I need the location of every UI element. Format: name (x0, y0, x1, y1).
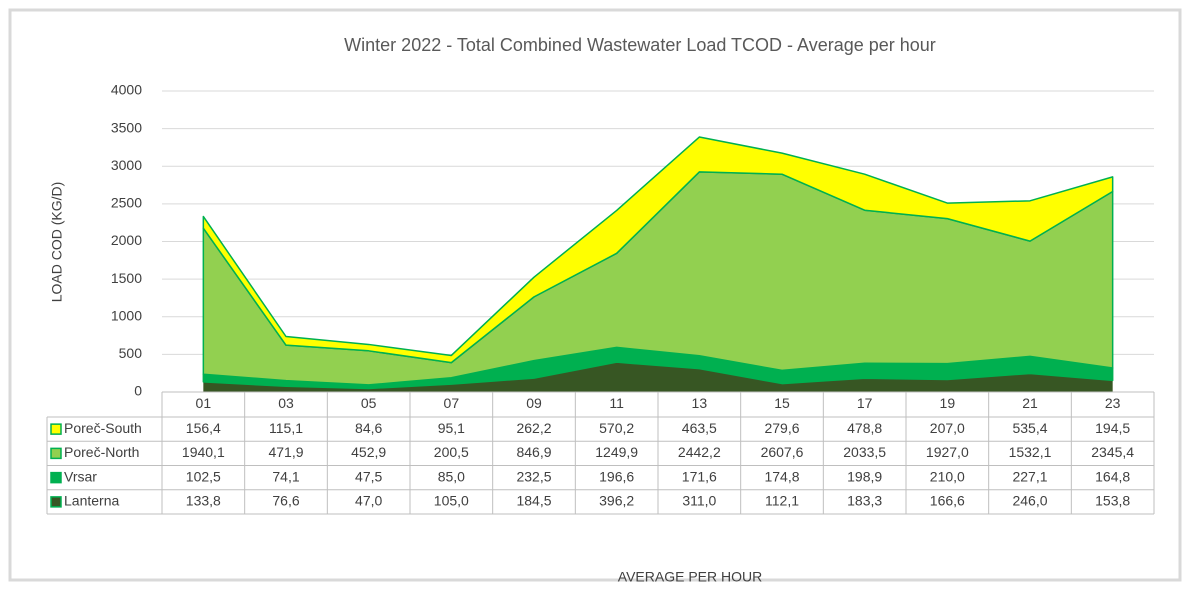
x-tick-label: 21 (1022, 395, 1038, 411)
data-label: 47,5 (355, 468, 382, 484)
x-tick-label: 07 (444, 395, 460, 411)
data-label: 166,6 (930, 493, 965, 509)
x-tick-label: 03 (278, 395, 294, 411)
data-label: 227,1 (1012, 468, 1047, 484)
data-label: 1927,0 (926, 444, 969, 460)
data-label: 2442,2 (678, 444, 721, 460)
data-label: 210,0 (930, 468, 965, 484)
x-axis-label: AVERAGE PER HOUR (618, 569, 762, 585)
data-label: 198,9 (847, 468, 882, 484)
data-label: 463,5 (682, 420, 717, 436)
data-label: 112,1 (765, 493, 799, 509)
data-label: 171,6 (682, 468, 717, 484)
legend-label: Vrsar (64, 468, 97, 484)
data-label: 232,5 (516, 468, 551, 484)
data-label: 535,4 (1012, 420, 1047, 436)
legend-label: Poreč-South (64, 420, 142, 436)
y-tick-label: 2000 (111, 232, 142, 248)
data-label: 183,3 (847, 493, 882, 509)
data-label: 570,2 (599, 420, 634, 436)
data-label: 262,2 (516, 420, 551, 436)
data-label: 471,9 (268, 444, 303, 460)
y-tick-label: 3500 (111, 119, 142, 135)
data-label: 279,6 (764, 420, 799, 436)
data-label: 452,9 (351, 444, 386, 460)
y-tick-label: 0 (134, 383, 142, 399)
data-label: 115,1 (269, 420, 303, 436)
data-label: 95,1 (438, 420, 465, 436)
legend-label: Lanterna (64, 493, 119, 509)
data-label: 200,5 (434, 444, 469, 460)
data-label: 396,2 (599, 493, 634, 509)
data-label: 74,1 (272, 468, 299, 484)
y-tick-label: 3000 (111, 157, 142, 173)
x-tick-label: 15 (774, 395, 790, 411)
data-label: 102,5 (186, 468, 221, 484)
data-label: 2033,5 (843, 444, 886, 460)
data-label: 311,0 (682, 493, 716, 509)
data-label: 1940,1 (182, 444, 225, 460)
x-tick-label: 05 (361, 395, 377, 411)
data-label: 133,8 (186, 493, 221, 509)
area (202, 136, 1114, 364)
data-label: 246,0 (1012, 493, 1047, 509)
data-label: 174,8 (764, 468, 799, 484)
x-tick-label: 17 (857, 395, 873, 411)
data-label: 47,0 (355, 493, 382, 509)
data-label: 85,0 (438, 468, 465, 484)
y-tick-label: 500 (119, 345, 143, 361)
x-tick-label: 13 (692, 395, 708, 411)
y-tick-label: 1000 (111, 307, 142, 323)
data-label: 105,0 (434, 493, 469, 509)
data-label: 1249,9 (595, 444, 638, 460)
data-label: 153,8 (1095, 493, 1130, 509)
data-label: 1532,1 (1009, 444, 1052, 460)
data-label: 156,4 (186, 420, 221, 436)
x-tick-label: 01 (196, 395, 212, 411)
y-tick-label: 1500 (111, 270, 142, 286)
data-label: 184,5 (516, 493, 551, 509)
data-label: 207,0 (930, 420, 965, 436)
data-label: 846,9 (516, 444, 551, 460)
data-label: 194,5 (1095, 420, 1130, 436)
y-axis-label: LOAD COD (KG/D) (49, 182, 65, 303)
chart-title: Winter 2022 - Total Combined Wastewater … (344, 35, 936, 55)
x-tick-label: 19 (940, 395, 956, 411)
y-tick-label: 4000 (111, 82, 142, 98)
area (203, 362, 1113, 392)
data-label: 196,6 (599, 468, 634, 484)
legend-swatch (50, 423, 62, 435)
x-tick-label: 09 (526, 395, 542, 411)
legend-swatch (50, 447, 62, 460)
data-label: 76,6 (272, 493, 299, 509)
y-tick-label: 2500 (111, 195, 142, 211)
legend-swatch (50, 471, 62, 484)
data-label: 2345,4 (1091, 444, 1134, 460)
legend-swatch (50, 496, 62, 508)
x-tick-label: 23 (1105, 395, 1121, 411)
data-label: 164,8 (1095, 468, 1130, 484)
legend-label: Poreč-North (64, 444, 139, 460)
data-label: 2607,6 (761, 444, 804, 460)
data-label: 478,8 (847, 420, 882, 436)
x-tick-label: 11 (609, 395, 624, 411)
data-label: 84,6 (355, 420, 382, 436)
